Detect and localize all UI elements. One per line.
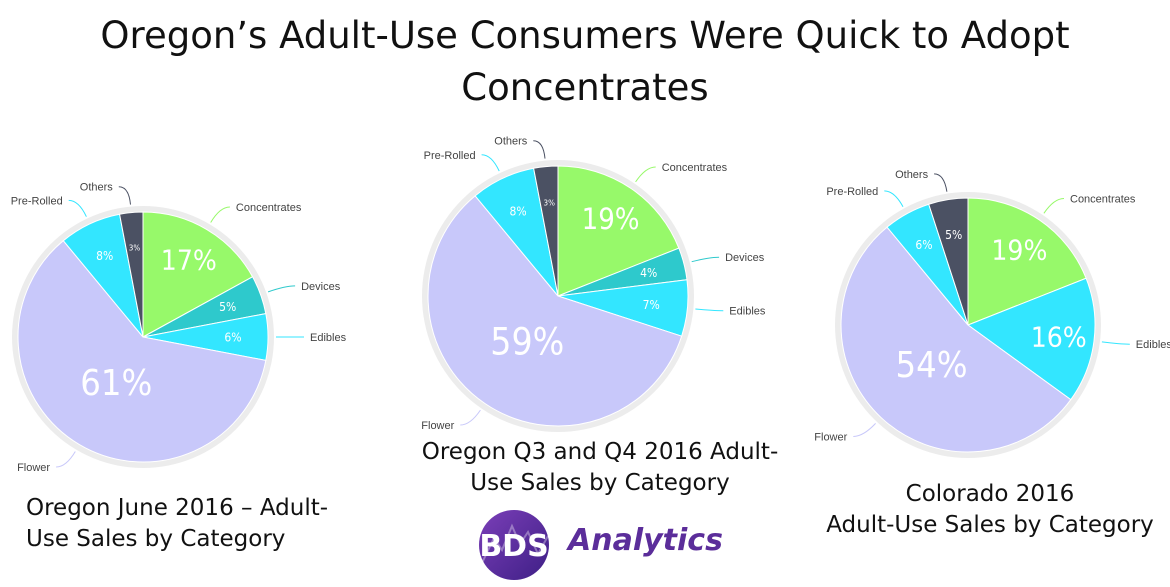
- category-label-pre-rolled: Pre-Rolled: [424, 150, 476, 162]
- chart-caption-oregon-q3-q4: Oregon Q3 and Q4 2016 Adult- Use Sales b…: [400, 437, 800, 499]
- chart-caption-oregon-june: Oregon June 2016 – Adult- Use Sales by C…: [26, 493, 328, 555]
- leader-line-others: [118, 186, 131, 205]
- caption-line: Use Sales by Category: [26, 526, 286, 552]
- category-label-devices: Devices: [301, 281, 341, 293]
- slice-pct-label-flower: 61%: [80, 363, 152, 404]
- category-label-edibles: Edibles: [729, 306, 766, 318]
- pie-slice-others: [118, 211, 144, 338]
- category-label-pre-rolled: Pre-Rolled: [826, 186, 878, 198]
- leader-line-pre-rolled: [68, 199, 87, 217]
- slice-pct-label-others: 3%: [543, 199, 555, 208]
- leader-line-edibles: [1101, 341, 1130, 345]
- pie-slice-flower: [427, 195, 683, 427]
- category-label-concentrates: Concentrates: [662, 162, 728, 174]
- caption-line: Colorado 2016: [905, 481, 1075, 507]
- category-label-edibles: Edibles: [310, 332, 347, 344]
- leader-line-others: [533, 140, 546, 159]
- slice-pct-label-edibles: 7%: [643, 298, 660, 312]
- category-label-others: Others: [895, 169, 929, 181]
- caption-line: Oregon Q3 and Q4 2016 Adult-: [421, 439, 779, 465]
- slice-pct-label-flower: 54%: [896, 345, 968, 386]
- title-line-1: Oregon’s Adult-Use Consumers Were Quick …: [100, 14, 1070, 57]
- slice-pct-label-concentrates: 19%: [582, 202, 640, 236]
- slice-pct-label-others: 5%: [945, 228, 962, 242]
- slice-pct-label-concentrates: 19%: [991, 234, 1047, 267]
- pie-slice-concentrates: [142, 211, 254, 338]
- slice-pct-label-edibles: 16%: [1031, 321, 1087, 354]
- slice-pct-label-pre-rolled: 8%: [96, 249, 113, 263]
- leader-line-flower: [460, 409, 481, 426]
- category-label-others: Others: [494, 136, 528, 148]
- slice-pct-label-flower: 59%: [490, 321, 564, 364]
- title-line-2: Concentrates: [461, 66, 709, 109]
- pie-slice-others: [928, 197, 969, 326]
- category-label-pre-rolled: Pre-Rolled: [11, 195, 63, 207]
- slice-pct-label-pre-rolled: 8%: [510, 205, 527, 219]
- leader-line-devices: [267, 285, 296, 293]
- category-label-devices: Devices: [725, 252, 765, 264]
- leader-line-edibles: [695, 308, 724, 312]
- leader-line-concentrates: [1043, 198, 1065, 214]
- caption-line: Use Sales by Category: [470, 470, 730, 496]
- leader-line-flower: [853, 423, 876, 437]
- category-label-flower: Flower: [814, 432, 847, 444]
- logo-text: Analytics: [568, 523, 723, 558]
- caption-line: Adult-Use Sales by Category: [826, 512, 1154, 538]
- pie-slice-others: [533, 165, 559, 297]
- logo-mark: BDS: [479, 529, 548, 564]
- slice-pct-label-pre-rolled: 6%: [915, 238, 932, 252]
- slice-pct-label-concentrates: 17%: [161, 244, 217, 277]
- pie-chart-oregon-q3-q4-2016: 19% Concentrates 4% Devices 7% Edibles 59% Flow…: [421, 136, 766, 432]
- pie-slice-concentrates: [557, 165, 680, 297]
- slice-pct-label-others: 3%: [129, 243, 141, 252]
- pie-chart-colorado-2016: 19% Concentrates 16% Edibles 54% Flower 6% Pre-…: [814, 169, 1170, 458]
- slice-pct-label-devices: 5%: [219, 300, 236, 314]
- category-label-concentrates: Concentrates: [236, 202, 302, 214]
- page-title: Oregon’s Adult-Use Consumers Were Quick …: [0, 10, 1170, 114]
- category-label-concentrates: Concentrates: [1070, 194, 1136, 206]
- category-label-flower: Flower: [17, 462, 50, 474]
- pie-slice-concentrates: [967, 197, 1087, 326]
- leader-line-concentrates: [210, 206, 230, 223]
- leader-line-devices: [691, 256, 720, 263]
- chart-caption-colorado: Colorado 2016 Adult-Use Sales by Categor…: [810, 479, 1170, 541]
- leader-line-flower: [56, 451, 76, 468]
- pie-slice-flower: [840, 226, 1072, 453]
- leader-line-concentrates: [635, 166, 656, 183]
- pie-slice-flower: [17, 239, 267, 463]
- category-label-others: Others: [80, 182, 114, 194]
- slice-pct-label-edibles: 6%: [224, 330, 241, 344]
- category-label-flower: Flower: [421, 420, 454, 432]
- leader-line-pre-rolled: [884, 190, 904, 207]
- slice-pct-label-devices: 4%: [640, 266, 657, 280]
- pie-chart-oregon-june-2016: 17% Concentrates 5% Devices 6% Edibles 61% Flow…: [11, 182, 347, 474]
- category-label-edibles: Edibles: [1136, 339, 1170, 351]
- pie-slice-edibles: [966, 277, 1096, 401]
- leader-line-others: [934, 173, 948, 192]
- caption-line: Oregon June 2016 – Adult-: [26, 495, 329, 521]
- bds-logo-icon: BDS: [479, 510, 549, 580]
- leader-line-pre-rolled: [481, 154, 500, 172]
